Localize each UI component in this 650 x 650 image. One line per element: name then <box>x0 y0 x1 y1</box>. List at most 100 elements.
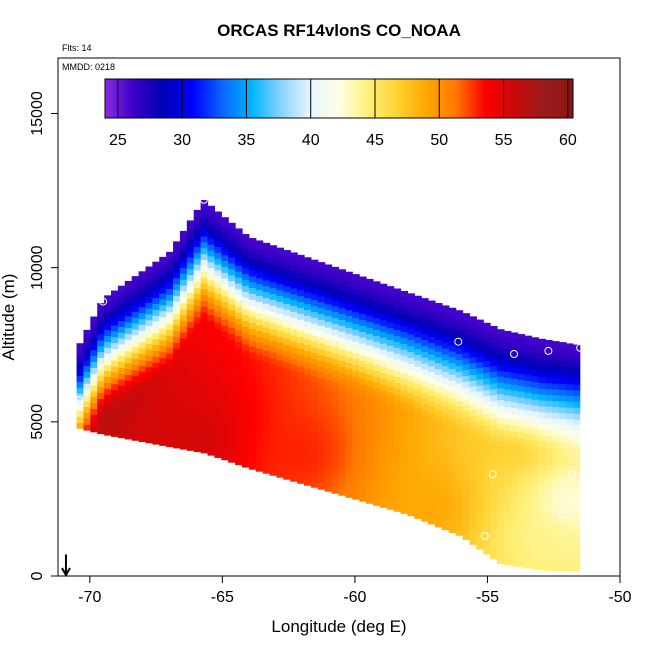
heatmap-cell <box>221 283 229 291</box>
heatmap-cell <box>559 471 567 478</box>
heatmap-cell <box>297 278 305 285</box>
heatmap-cell <box>166 305 174 313</box>
heatmap-cell <box>111 336 119 344</box>
heatmap-cell <box>248 439 257 447</box>
heatmap-cell <box>290 457 298 465</box>
heatmap-cell <box>524 532 533 540</box>
heatmap-cell <box>538 517 546 524</box>
heatmap-cell <box>400 290 408 298</box>
heatmap-cell <box>428 465 436 472</box>
heatmap-cell <box>97 410 105 417</box>
heatmap-cell <box>83 330 91 337</box>
heatmap-cell <box>441 312 450 320</box>
heatmap-cell <box>497 428 505 436</box>
colorbar-segment <box>126 79 129 118</box>
heatmap-cell <box>400 448 408 456</box>
heatmap-cell <box>469 386 477 393</box>
heatmap-cell <box>421 403 429 411</box>
heatmap-cell <box>276 283 284 291</box>
heatmap-cell <box>441 359 450 367</box>
heatmap-cell <box>565 512 574 519</box>
heatmap-cell <box>462 357 471 365</box>
heatmap-cell <box>131 352 140 359</box>
heatmap-cell <box>517 478 526 486</box>
heatmap-cell <box>297 406 305 414</box>
colorbar-segment <box>315 79 318 118</box>
colorbar-segment <box>496 79 500 118</box>
heatmap-cell <box>393 335 402 342</box>
heatmap-cell <box>531 516 539 523</box>
heatmap-cell <box>531 545 539 552</box>
heatmap-cell <box>338 360 346 367</box>
heatmap-cell <box>159 257 167 265</box>
heatmap-cell <box>235 411 243 419</box>
heatmap-cell <box>186 362 195 369</box>
heatmap-cell <box>552 441 560 449</box>
heatmap-cell <box>214 404 222 412</box>
heatmap-cell <box>83 336 91 343</box>
heatmap-cell <box>104 341 112 348</box>
heatmap-cell <box>131 299 140 306</box>
heatmap-cell <box>441 517 450 525</box>
heatmap-cell <box>476 537 484 544</box>
heatmap-cell <box>483 495 491 502</box>
heatmap-cell <box>338 424 346 432</box>
heatmap-cell <box>304 362 312 369</box>
heatmap-cell <box>207 273 215 280</box>
heatmap-cell <box>235 247 243 255</box>
colorbar-segment <box>372 79 375 118</box>
heatmap-cell <box>228 227 236 235</box>
heatmap-cell <box>200 206 209 214</box>
heatmap-cell <box>352 329 360 336</box>
heatmap-cell <box>490 535 498 542</box>
heatmap-cell <box>104 411 112 419</box>
colorbar-segment <box>157 79 160 118</box>
heatmap-cell <box>297 371 305 379</box>
heatmap-cell <box>517 379 526 386</box>
heatmap-cell <box>510 366 519 374</box>
colorbar-segment <box>454 79 457 118</box>
heatmap-cell <box>462 516 471 523</box>
colorbar-segment <box>179 79 182 118</box>
heatmap-cell <box>379 313 388 321</box>
heatmap-cell <box>324 385 333 393</box>
heatmap-cell <box>366 339 374 346</box>
heatmap-cell <box>559 564 567 572</box>
heatmap-cell <box>248 316 257 324</box>
heatmap-cell <box>490 365 498 372</box>
heatmap-cell <box>428 313 436 320</box>
heatmap-cell <box>179 302 188 310</box>
heatmap-cell <box>228 391 236 399</box>
heatmap-cell <box>359 284 367 291</box>
heatmap-cell <box>421 351 429 358</box>
heatmap-cell <box>111 324 119 332</box>
heatmap-cell <box>255 353 264 361</box>
heatmap-cell <box>228 257 236 264</box>
heatmap-cell <box>104 405 112 413</box>
heatmap-cell <box>200 446 209 454</box>
heatmap-cell <box>138 388 147 396</box>
heatmap-cell <box>572 430 581 438</box>
colorbar-segment <box>282 79 285 118</box>
heatmap-cell <box>262 467 271 474</box>
heatmap-cell <box>117 296 126 304</box>
heatmap-cell <box>434 339 443 346</box>
heatmap-cell <box>131 399 140 406</box>
heatmap-cell <box>538 353 546 360</box>
heatmap-cell <box>421 491 429 499</box>
heatmap-cell <box>407 474 415 481</box>
heatmap-cell <box>434 497 443 504</box>
heatmap-cell <box>290 445 298 453</box>
heatmap-cell <box>255 424 264 431</box>
heatmap-cell <box>228 268 236 276</box>
heatmap-cell <box>248 246 257 253</box>
heatmap-cell <box>338 313 346 320</box>
heatmap-cell <box>565 524 574 531</box>
heatmap-cell <box>414 307 422 314</box>
heatmap-cell <box>241 255 250 263</box>
heatmap-cell <box>510 343 519 350</box>
heatmap-cell <box>538 382 546 389</box>
heatmap-cell <box>186 374 195 381</box>
heatmap-cell <box>359 401 367 409</box>
heatmap-cell <box>490 412 498 419</box>
